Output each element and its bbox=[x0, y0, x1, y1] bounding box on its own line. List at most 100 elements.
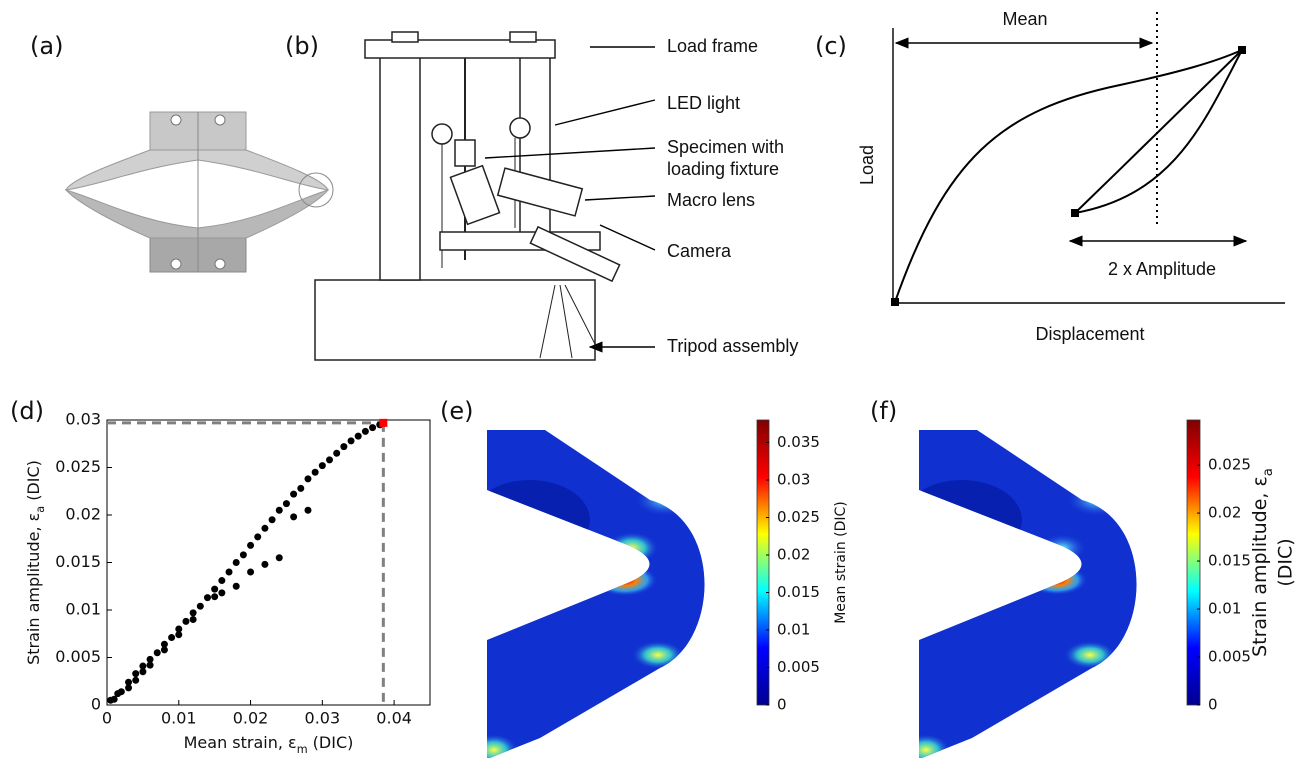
x-tick-label: 0.03 bbox=[305, 709, 341, 728]
scatter-point bbox=[218, 577, 225, 584]
label-text: Strain amplitude, ε bbox=[24, 513, 43, 665]
scatter-point bbox=[333, 450, 340, 457]
x-axis-label: Mean strain, εm (DIC) bbox=[184, 733, 354, 756]
colorbar-label: Mean strain (DIC) bbox=[833, 501, 849, 624]
scatter-point bbox=[369, 424, 376, 431]
colorbar bbox=[1187, 420, 1200, 705]
callout: Load frame bbox=[667, 36, 758, 56]
scatter-point bbox=[254, 533, 261, 540]
scatter-point bbox=[218, 589, 225, 596]
colorbar-tick-label: 0.01 bbox=[1208, 600, 1241, 618]
annotation: Mean bbox=[1002, 9, 1047, 29]
label-subscript: m bbox=[297, 743, 308, 756]
scatter-point bbox=[233, 559, 240, 566]
colorbar-tick-label: 0.025 bbox=[1208, 456, 1251, 474]
scatter-point bbox=[118, 688, 125, 695]
callout: Tripod assembly bbox=[667, 336, 798, 356]
scatter-point bbox=[247, 569, 254, 576]
scatter-point bbox=[226, 569, 233, 576]
scatter-point bbox=[139, 668, 146, 675]
callout: Specimen with bbox=[667, 137, 784, 157]
label-text: (DIC) bbox=[24, 460, 43, 506]
colorbar-tick-label: 0.01 bbox=[777, 621, 810, 639]
scatter-point bbox=[362, 428, 369, 435]
scatter-point bbox=[197, 603, 204, 610]
y-tick-label: 0.005 bbox=[55, 647, 101, 666]
y-tick-label: 0.025 bbox=[55, 457, 101, 476]
colorbar-tick-label: 0.02 bbox=[1208, 504, 1241, 522]
panel-label: (b) bbox=[285, 32, 319, 60]
scatter-point bbox=[290, 513, 297, 520]
scatter-point bbox=[269, 516, 276, 523]
y-tick-label: 0.02 bbox=[65, 505, 101, 524]
x-axis-label: Displacement bbox=[1035, 324, 1144, 344]
x-tick-label: 0.01 bbox=[161, 709, 197, 728]
colorbar-label: Strain amplitude, εa bbox=[1249, 468, 1276, 657]
panel-label: (d) bbox=[10, 397, 44, 425]
x-tick-label: 0.04 bbox=[376, 709, 412, 728]
scatter-point bbox=[261, 525, 268, 532]
scatter-point bbox=[211, 593, 218, 600]
scatter-point bbox=[276, 507, 283, 514]
panel-label: (e) bbox=[440, 397, 474, 425]
scatter-point bbox=[326, 456, 333, 463]
label-text: Mean strain (DIC) bbox=[833, 501, 849, 624]
scatter-point bbox=[182, 618, 189, 625]
scatter-point bbox=[290, 491, 297, 498]
scatter-point bbox=[190, 609, 197, 616]
callout: Camera bbox=[667, 241, 732, 261]
colorbar-tick-label: 0 bbox=[1208, 696, 1218, 714]
scatter-point bbox=[355, 433, 362, 440]
y-tick-label: 0 bbox=[91, 695, 101, 714]
callout: loading fixture bbox=[667, 159, 779, 179]
axes-frame bbox=[107, 420, 430, 705]
load-displacement-sketch bbox=[892, 12, 1285, 305]
label-subscript: a bbox=[34, 506, 47, 513]
scatter-point bbox=[190, 616, 197, 623]
scatter-point bbox=[340, 443, 347, 450]
scatter-point bbox=[304, 507, 311, 514]
colorbar-tick-label: 0.005 bbox=[777, 658, 820, 676]
scatter-point bbox=[297, 485, 304, 492]
scatter-point bbox=[125, 684, 132, 691]
y-axis-label: Load bbox=[857, 145, 877, 185]
scatter-point bbox=[154, 649, 161, 656]
x-tick-label: 0 bbox=[102, 709, 112, 728]
colorbar-tick-label: 0.02 bbox=[777, 546, 810, 564]
scatter-point bbox=[247, 542, 254, 549]
apparatus-drawing bbox=[315, 32, 655, 360]
scatter-point bbox=[304, 475, 311, 482]
colorbar bbox=[757, 420, 769, 705]
scatter-point bbox=[132, 670, 139, 677]
label-text: (DIC) bbox=[308, 733, 354, 752]
scatter-point bbox=[211, 586, 218, 593]
x-tick-label: 0.02 bbox=[233, 709, 269, 728]
scatter-point bbox=[261, 561, 268, 568]
colorbar-tick-label: 0 bbox=[777, 696, 787, 714]
scatter-point bbox=[175, 631, 182, 638]
y-tick-label: 0.01 bbox=[65, 600, 101, 619]
colorbar-tick-label: 0.03 bbox=[777, 471, 810, 489]
callout: LED light bbox=[667, 93, 740, 113]
scatter-point bbox=[168, 634, 175, 641]
specimen-drawing bbox=[66, 112, 333, 272]
colorbar-tick-label: 0.005 bbox=[1208, 648, 1251, 666]
strain-field bbox=[902, 420, 1172, 758]
label-text: Mean strain, ε bbox=[184, 733, 297, 752]
scatter-point bbox=[283, 500, 290, 507]
strain-field bbox=[470, 420, 740, 758]
scatter-point bbox=[204, 594, 211, 601]
colorbar-tick-label: 0.015 bbox=[1208, 552, 1251, 570]
scatter-point bbox=[147, 662, 154, 669]
scatter-point bbox=[240, 551, 247, 558]
scatter-point bbox=[233, 583, 240, 590]
scatter-point bbox=[161, 646, 168, 653]
scatter-point bbox=[132, 677, 139, 684]
y-tick-label: 0.015 bbox=[55, 552, 101, 571]
label-subscript: a bbox=[1261, 468, 1276, 476]
figure: (a) (b) Load frame LED light Specimen wi… bbox=[0, 0, 1315, 758]
label-text: Strain amplitude, ε bbox=[1249, 476, 1271, 657]
y-axis-label: Strain amplitude, εa (DIC) bbox=[24, 460, 47, 665]
colorbar-tick-label: 0.025 bbox=[777, 508, 820, 526]
scatter-point bbox=[319, 462, 326, 469]
